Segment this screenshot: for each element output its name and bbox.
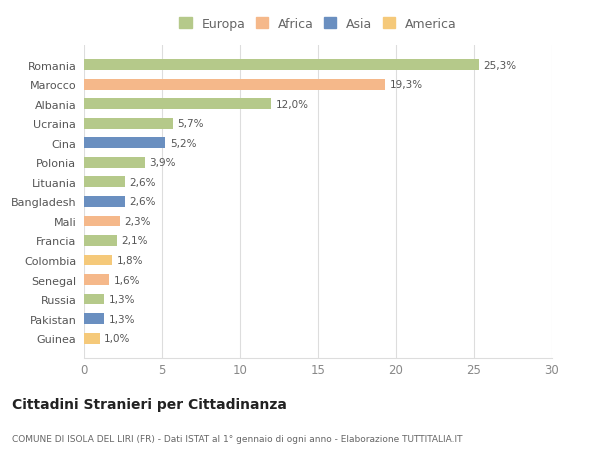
Bar [84, 235, 117, 246]
Text: 19,3%: 19,3% [390, 80, 423, 90]
Bar [84, 157, 145, 168]
Bar [84, 60, 479, 71]
Bar [84, 118, 173, 129]
Text: 2,1%: 2,1% [121, 236, 148, 246]
Bar [84, 274, 109, 285]
Bar [84, 177, 125, 188]
Text: 2,3%: 2,3% [125, 217, 151, 226]
Text: 5,7%: 5,7% [178, 119, 204, 129]
Text: 1,0%: 1,0% [104, 334, 131, 343]
Text: 3,9%: 3,9% [149, 158, 176, 168]
Bar [84, 313, 104, 325]
Text: 2,6%: 2,6% [129, 197, 156, 207]
Legend: Europa, Africa, Asia, America: Europa, Africa, Asia, America [176, 16, 460, 34]
Bar [84, 99, 271, 110]
Text: 1,6%: 1,6% [113, 275, 140, 285]
Text: 25,3%: 25,3% [484, 61, 517, 70]
Text: COMUNE DI ISOLA DEL LIRI (FR) - Dati ISTAT al 1° gennaio di ogni anno - Elaboraz: COMUNE DI ISOLA DEL LIRI (FR) - Dati IST… [12, 434, 463, 443]
Text: Cittadini Stranieri per Cittadinanza: Cittadini Stranieri per Cittadinanza [12, 397, 287, 411]
Bar [84, 138, 165, 149]
Text: 1,3%: 1,3% [109, 314, 136, 324]
Text: 1,8%: 1,8% [117, 256, 143, 265]
Bar [84, 255, 112, 266]
Text: 5,2%: 5,2% [170, 139, 196, 148]
Bar [84, 79, 385, 90]
Bar [84, 333, 100, 344]
Text: 12,0%: 12,0% [276, 100, 309, 109]
Bar [84, 196, 125, 207]
Text: 1,3%: 1,3% [109, 295, 136, 304]
Bar [84, 294, 104, 305]
Text: 2,6%: 2,6% [129, 178, 156, 187]
Bar [84, 216, 120, 227]
